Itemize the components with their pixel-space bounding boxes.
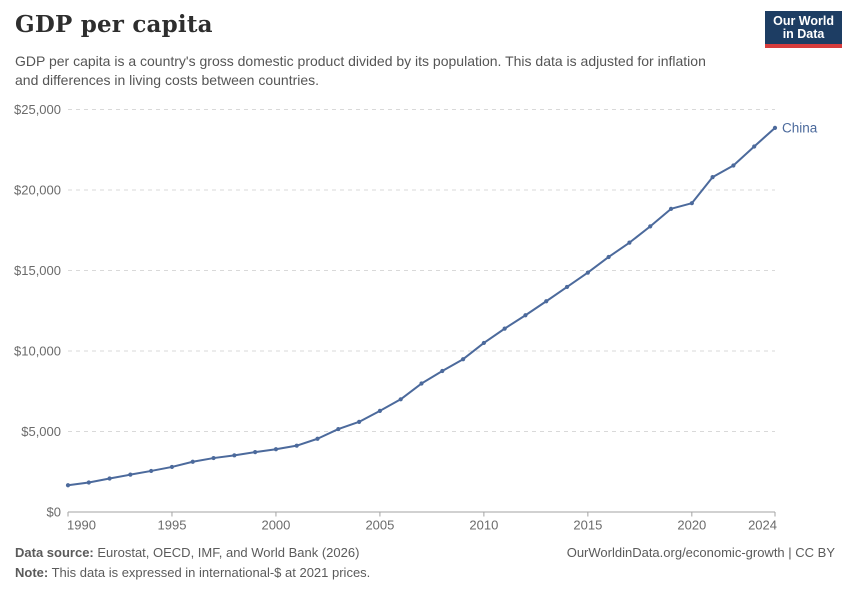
- data-point-marker[interactable]: [648, 224, 653, 229]
- owid-logo-line2: in Data: [782, 27, 825, 41]
- data-point-marker[interactable]: [336, 426, 341, 432]
- data-source-text: Eurostat, OECD, IMF, and World Bank (202…: [97, 545, 360, 560]
- data-point-marker[interactable]: [273, 447, 279, 452]
- x-axis-tick-label: 2005: [365, 518, 394, 533]
- data-point-marker[interactable]: [689, 201, 694, 206]
- data-point-marker[interactable]: [419, 381, 424, 386]
- x-axis-tick-label: 2000: [261, 518, 290, 533]
- y-axis-tick-label: $10,000: [14, 344, 61, 359]
- data-point-marker[interactable]: [606, 254, 611, 260]
- note-line: Note: This data is expressed in internat…: [15, 563, 835, 583]
- data-point-marker[interactable]: [357, 419, 362, 424]
- x-axis-tick-label: 2010: [469, 518, 498, 533]
- data-point-marker[interactable]: [440, 368, 445, 374]
- data-point-marker[interactable]: [585, 270, 590, 275]
- data-point-marker[interactable]: [460, 357, 466, 362]
- data-point-marker[interactable]: [544, 299, 549, 304]
- chart-subtitle: GDP per capita is a country's gross dome…: [15, 53, 706, 88]
- data-point-marker[interactable]: [65, 483, 71, 488]
- data-point-marker[interactable]: [564, 284, 570, 290]
- y-axis-tick-label: $15,000: [14, 263, 61, 278]
- chart-footer: Data source: Eurostat, OECD, IMF, and Wo…: [15, 543, 835, 583]
- y-axis-tick-label: $25,000: [14, 102, 61, 117]
- data-point-marker[interactable]: [627, 240, 632, 245]
- chart-header: GDP per capita Our World in Data GDP per…: [15, 10, 842, 90]
- x-axis-tick-label: 1990: [67, 518, 96, 533]
- data-point-marker[interactable]: [86, 480, 91, 485]
- data-point-marker[interactable]: [752, 144, 757, 149]
- data-point-marker[interactable]: [731, 163, 736, 168]
- data-point-marker[interactable]: [169, 464, 175, 470]
- page-title: GDP per capita: [15, 11, 213, 38]
- note-text: This data is expressed in international-…: [51, 565, 371, 580]
- x-axis-tick-label: 1995: [158, 518, 187, 533]
- data-point-marker[interactable]: [772, 125, 778, 130]
- y-axis-tick-label: $20,000: [14, 183, 61, 198]
- data-source-label: Data source:: [15, 545, 94, 560]
- data-point-marker[interactable]: [502, 326, 507, 331]
- data-point-marker[interactable]: [253, 450, 258, 455]
- x-axis-tick-label: 2015: [573, 518, 602, 533]
- data-point-marker[interactable]: [523, 313, 528, 318]
- note-label: Note:: [15, 565, 49, 580]
- data-point-marker[interactable]: [128, 472, 133, 477]
- owid-logo-line1: Our World: [773, 14, 834, 28]
- data-point-marker[interactable]: [149, 468, 154, 474]
- footer-link[interactable]: OurWorldinData.org/economic-growth | CC …: [566, 545, 835, 560]
- data-point-marker[interactable]: [710, 175, 715, 180]
- data-point-marker[interactable]: [377, 408, 383, 413]
- y-axis-tick-label: $5,000: [21, 424, 61, 439]
- series-entity-label: China: [782, 120, 818, 135]
- data-point-marker[interactable]: [315, 436, 320, 441]
- data-point-marker[interactable]: [398, 397, 403, 402]
- x-axis-tick-label: 2020: [677, 518, 706, 533]
- data-point-marker[interactable]: [668, 206, 674, 211]
- data-point-marker[interactable]: [211, 455, 216, 461]
- x-axis-tick-label: 2024: [748, 518, 777, 533]
- owid-logo[interactable]: Our World in Data: [765, 11, 842, 48]
- data-point-marker[interactable]: [190, 459, 195, 464]
- data-point-marker[interactable]: [107, 476, 112, 481]
- y-axis-tick-label: $0: [47, 505, 61, 520]
- data-point-marker[interactable]: [232, 453, 237, 458]
- data-point-marker[interactable]: [481, 340, 486, 346]
- data-point-marker[interactable]: [294, 443, 299, 448]
- data-source-line: Data source: Eurostat, OECD, IMF, and Wo…: [15, 543, 835, 563]
